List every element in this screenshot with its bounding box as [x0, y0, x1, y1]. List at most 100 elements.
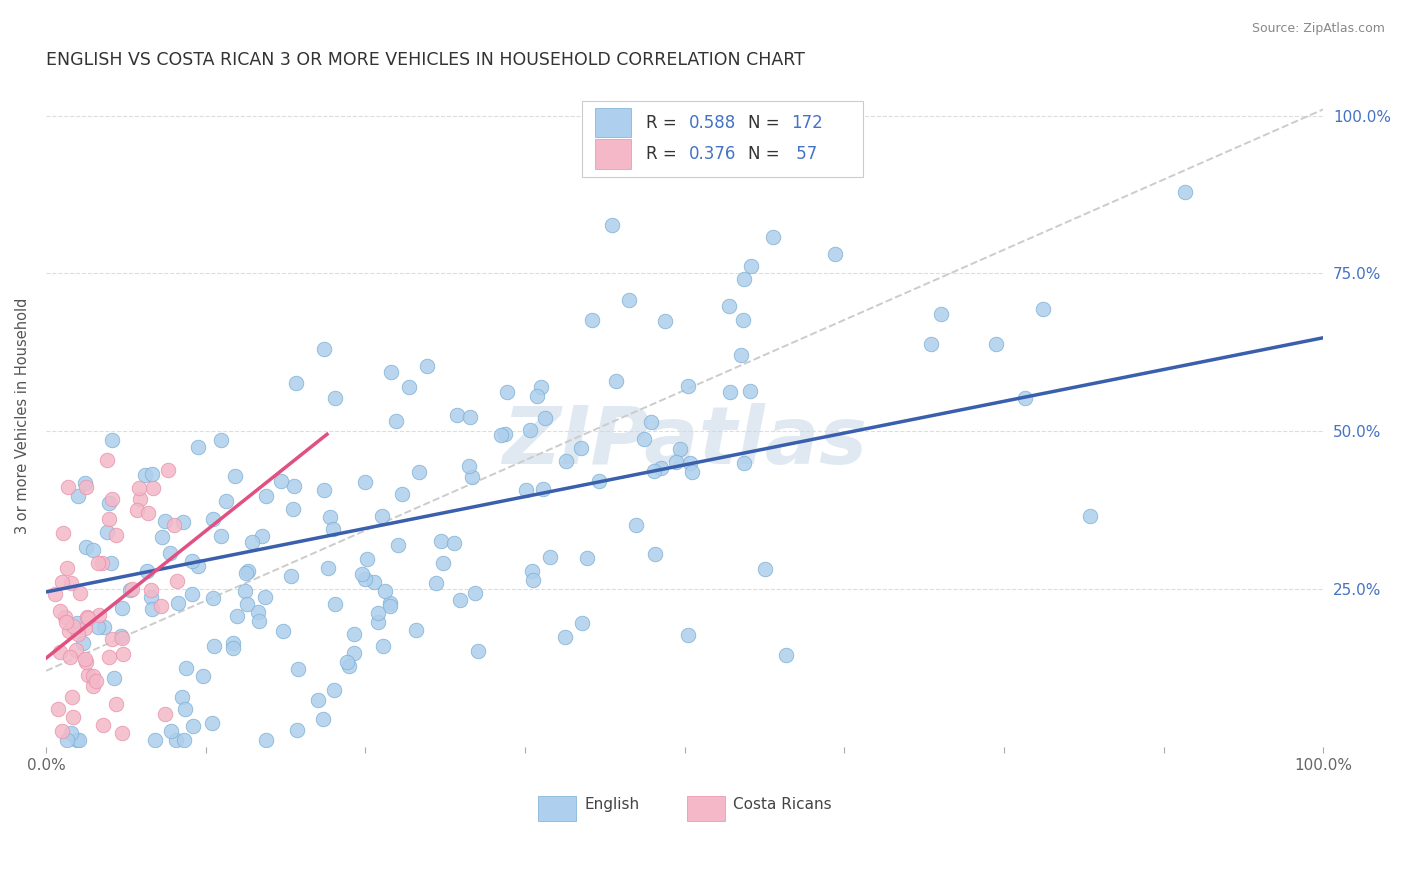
Point: [408, 465, 430, 479]
Text: English: English: [585, 797, 640, 813]
Text: 0.588: 0.588: [689, 113, 735, 131]
Point: [181, 587, 204, 601]
Point: [984, 337, 1007, 351]
Point: [280, 569, 302, 583]
Point: [754, 562, 776, 576]
Point: [253, 591, 276, 605]
Point: [93, 620, 115, 634]
Point: [52, 526, 75, 541]
Point: [380, 365, 402, 379]
Point: [762, 229, 785, 244]
Point: [354, 475, 377, 489]
Point: [46, 702, 69, 716]
Point: [166, 596, 188, 610]
Text: N =: N =: [748, 113, 786, 131]
Point: [281, 502, 304, 516]
Text: R =: R =: [647, 113, 682, 131]
Point: [93, 718, 115, 732]
Point: [529, 379, 551, 393]
Point: [75, 652, 97, 666]
Point: [76, 540, 98, 554]
Point: [416, 359, 439, 374]
Point: [519, 423, 541, 437]
Point: [59, 575, 82, 590]
Point: [432, 556, 454, 570]
Point: [569, 441, 592, 455]
Point: [51, 574, 73, 589]
Text: ENGLISH VS COSTA RICAN 3 OR MORE VEHICLES IN HOUSEHOLD CORRELATION CHART: ENGLISH VS COSTA RICAN 3 OR MORE VEHICLE…: [46, 51, 804, 69]
Point: [136, 506, 159, 520]
Point: [526, 389, 548, 403]
Point: [494, 427, 516, 442]
Point: [84, 674, 107, 689]
Point: [155, 514, 177, 528]
Point: [270, 474, 292, 488]
Point: [1078, 508, 1101, 523]
Point: [371, 509, 394, 524]
Point: [159, 546, 181, 560]
Text: N =: N =: [748, 145, 786, 162]
Point: [53, 609, 76, 624]
Point: [626, 517, 648, 532]
Point: [740, 259, 762, 273]
Point: [343, 626, 366, 640]
Point: [51, 724, 73, 739]
Point: [55, 615, 77, 630]
Point: [1032, 301, 1054, 316]
Point: [356, 552, 378, 566]
Point: [350, 567, 373, 582]
Point: [531, 483, 554, 497]
Point: [165, 733, 187, 747]
Point: [354, 572, 377, 586]
Point: [111, 601, 134, 615]
Point: [100, 632, 122, 646]
Point: [142, 481, 165, 495]
Point: [172, 516, 194, 530]
Point: [66, 489, 89, 503]
Point: [363, 574, 385, 589]
Point: [134, 467, 156, 482]
Point: [533, 411, 555, 425]
Point: [246, 605, 269, 619]
Point: [141, 601, 163, 615]
Point: [775, 648, 797, 662]
Point: [202, 640, 225, 654]
Point: [69, 586, 91, 600]
Point: [314, 342, 336, 356]
Point: [49, 604, 72, 618]
Point: [97, 512, 120, 526]
Point: [633, 432, 655, 446]
Point: [367, 606, 389, 620]
Point: [56, 480, 79, 494]
Point: [173, 733, 195, 747]
Text: 0.376: 0.376: [689, 145, 735, 162]
Point: [236, 564, 259, 578]
Point: [82, 679, 104, 693]
Point: [385, 414, 408, 428]
Point: [461, 469, 484, 483]
Point: [181, 554, 204, 568]
Point: [65, 642, 87, 657]
Point: [162, 517, 184, 532]
Point: [718, 384, 741, 399]
Point: [58, 624, 80, 639]
Point: [319, 509, 342, 524]
Point: [222, 636, 245, 650]
Point: [678, 628, 700, 642]
Point: [374, 584, 396, 599]
Point: [665, 455, 688, 469]
Point: [650, 461, 672, 475]
Point: [554, 454, 576, 468]
Point: [733, 456, 755, 470]
Point: [323, 683, 346, 698]
Point: [717, 299, 740, 313]
Point: [489, 428, 512, 442]
Point: [60, 726, 83, 740]
Point: [72, 636, 94, 650]
Point: [283, 478, 305, 492]
Point: [77, 668, 100, 682]
Point: [82, 669, 104, 683]
Point: [96, 453, 118, 467]
Point: [233, 583, 256, 598]
Point: [143, 733, 166, 747]
